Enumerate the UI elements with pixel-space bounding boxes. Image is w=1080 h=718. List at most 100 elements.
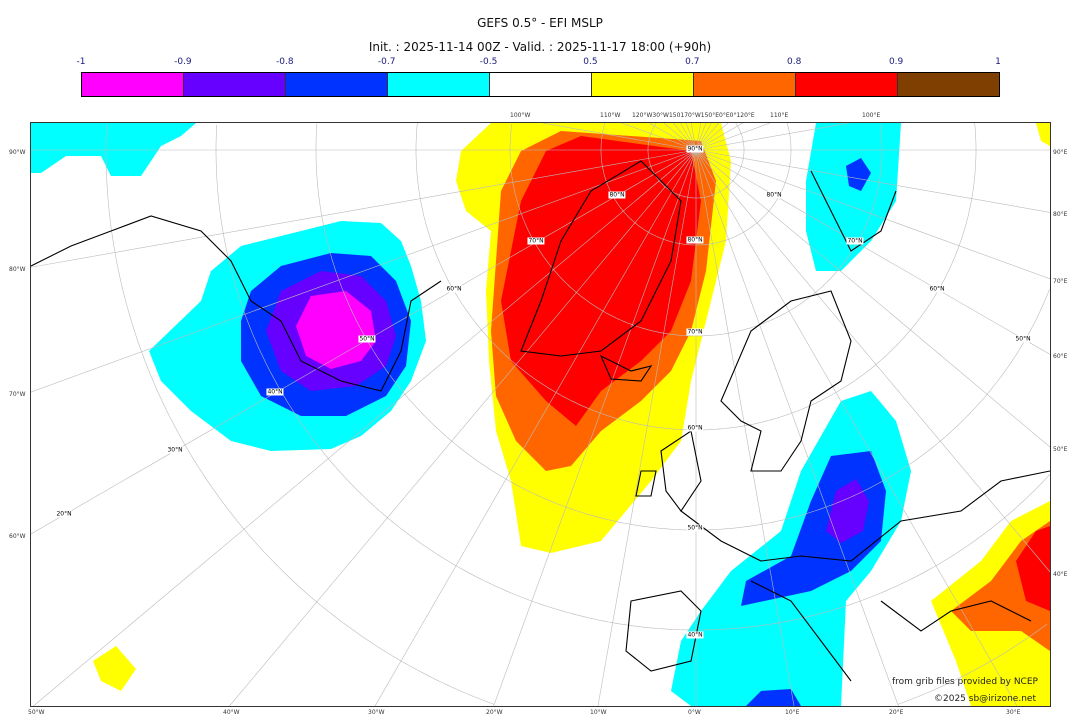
efi-region-blue [746, 689, 801, 706]
meridian-line [31, 149, 697, 268]
credit-copyright: ©2025 sb@irizone.net [934, 694, 1036, 704]
parallel-line [600, 123, 792, 246]
graticule-label: 90°W [9, 149, 26, 156]
graticule-label: 80°W [9, 266, 26, 273]
graticule-label: 30°E [1006, 709, 1021, 716]
graticule-label: 80°N [765, 191, 783, 199]
chart-subtitle: Init. : 2025-11-14 00Z - Valid. : 2025-1… [368, 40, 712, 54]
graticule-label: 60°N [445, 285, 463, 293]
parallel-line [415, 123, 977, 431]
graticule-label: 70°E [1053, 278, 1068, 285]
graticule-label: 70°N [846, 237, 864, 245]
graticule-label: 110°W [600, 112, 621, 119]
colorbar-tick-label: 1 [995, 57, 1001, 67]
colorbar-tick-label: 0.9 [888, 57, 904, 67]
graticule-label: 40°N [266, 388, 284, 396]
graticule-label: 70°W [9, 391, 26, 398]
meridian-line [695, 149, 1050, 213]
coastlines [31, 160, 1050, 682]
meridian-line [695, 123, 743, 151]
meridian-line [695, 149, 1050, 280]
meridian-line [33, 149, 697, 706]
parallel-line [509, 124, 883, 337]
meridian-line [621, 123, 697, 151]
graticule-label: 20°W [486, 709, 503, 716]
graticule-label: 90°E [1053, 149, 1068, 156]
graticule-label: 60°E [1053, 353, 1068, 360]
parallel-line [315, 123, 1050, 531]
efi-region-cyan [31, 123, 196, 176]
efi-region-cyan [806, 123, 901, 271]
graticule-label: 80°E [1053, 211, 1068, 218]
parallel-line [879, 124, 883, 150]
meridian-line [229, 149, 697, 706]
colorbar [81, 72, 1000, 97]
parallel-line [105, 124, 495, 705]
chart-title: GEFS 0.5° - EFI MSLP [477, 16, 603, 30]
colorbar-segment [898, 73, 999, 96]
meridian-line [374, 149, 697, 706]
graticule-label: 30°W [368, 709, 385, 716]
graticule-label: 70°N [527, 237, 545, 245]
colorbar-tick-label: -0.9 [174, 57, 192, 67]
colorbar-segment [694, 73, 796, 96]
efi-region-magenta [296, 291, 376, 369]
colorbar-tick-label: -0.8 [275, 57, 294, 67]
credit-data-source: from grib files provided by NCEP [892, 677, 1038, 687]
meridian-line [695, 149, 1050, 355]
graticule-label: 50°N [358, 335, 376, 343]
colorbar-tick-label: 0.7 [685, 57, 700, 67]
meridian-line [695, 123, 850, 151]
efi-region-red [1016, 526, 1050, 611]
graticule-label: 60°N [928, 285, 946, 293]
graticule-label: 50°W [28, 709, 45, 716]
parallel-line [897, 624, 1048, 705]
colorbar-tick-label: 0.5 [583, 57, 598, 67]
colorbar-segment [796, 73, 898, 96]
meridian-line [695, 149, 795, 706]
efi-region-yellow [93, 646, 136, 691]
map: from grib files provided by NCEP ©2025 s… [30, 122, 1051, 707]
graticule-label: 90°N [686, 145, 704, 153]
colorbar-segment [388, 73, 490, 96]
meridian-line [695, 149, 1050, 573]
graticule-label: 10°E [785, 709, 800, 716]
colorbar-segment [592, 73, 694, 96]
graticule-label: 100°E [862, 112, 881, 119]
efi-region-blue [846, 158, 871, 191]
colorbar-segment [184, 73, 286, 96]
graticule-label: 40°N [686, 631, 704, 639]
parallel-line [215, 124, 1050, 631]
efi-region-yellow [1036, 123, 1050, 146]
graticule-label: 120°W30°W150170°W150°E0°E0°120°E [632, 112, 755, 119]
meridian-line [695, 123, 771, 151]
graticule-label: 50°N [686, 524, 704, 532]
colorbar-tick-label: -0.5 [479, 57, 498, 67]
parallel-line [647, 123, 745, 199]
efi-region-red [501, 136, 701, 426]
graticule-label: 60°N [686, 424, 704, 432]
colorbar-segment [286, 73, 388, 96]
graticule-label: 50°E [1053, 446, 1068, 453]
graticule-label: 20°E [889, 709, 904, 716]
colorbar-segment [82, 73, 184, 96]
graticule-label: 0°W [688, 709, 701, 716]
graticule-label: 20°N [55, 510, 73, 518]
graticule-label: 110°E [770, 112, 789, 119]
graticule-label: 30°N [166, 446, 184, 454]
efi-region-violet [826, 479, 869, 543]
graticule-label: 10°W [590, 709, 607, 716]
colorbar-segment [490, 73, 592, 96]
meridian-line [597, 149, 697, 706]
meridian-line [695, 149, 899, 706]
graticule-label: 50°N [1014, 335, 1032, 343]
parallel-line [974, 123, 977, 150]
meridian-line [542, 123, 697, 151]
parallel-line [735, 123, 745, 150]
meridian-line [695, 149, 1050, 448]
colorbar-tick-label: -0.7 [377, 57, 396, 67]
colorbar-tick-label: 0.8 [787, 57, 802, 67]
efi-region-cyan [671, 391, 911, 706]
meridian-line [695, 149, 1018, 706]
